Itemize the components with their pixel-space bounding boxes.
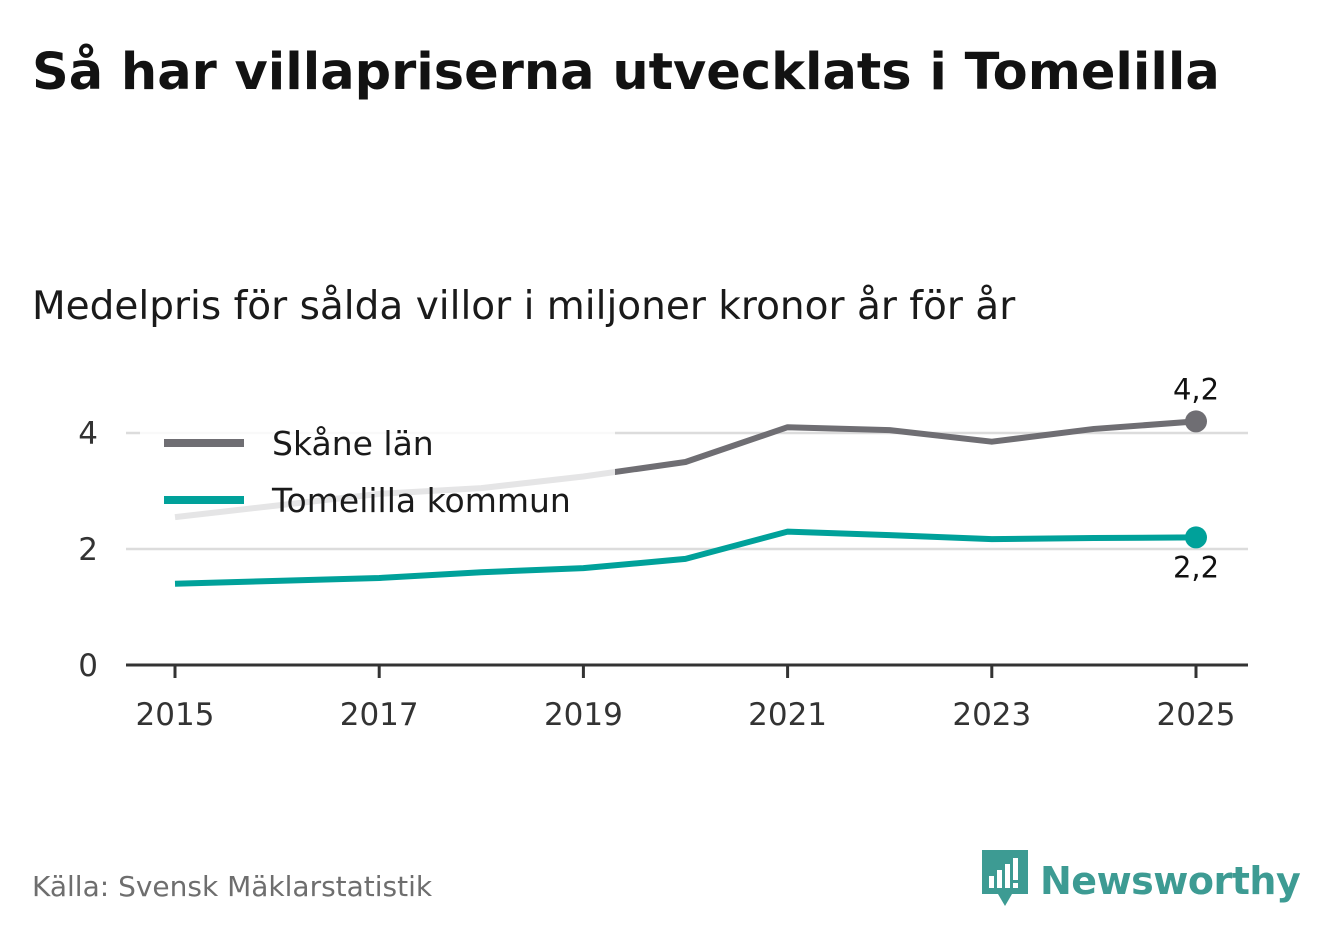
end-labels: 4,2 2,2 <box>1173 372 1219 584</box>
y-axis: 0 2 4 <box>78 416 98 684</box>
legend: Skåne län Tomelilla kommun <box>140 400 615 540</box>
brand-name: Newsworthy <box>1040 859 1301 903</box>
chart-title: Så har villapriserna utvecklats i Tomeli… <box>32 43 1220 102</box>
chart-subtitle: Medelpris för sålda villor i miljoner kr… <box>32 284 1016 329</box>
x-tick-label: 2017 <box>340 697 419 733</box>
legend-label: Tomelilla kommun <box>271 481 571 520</box>
end-value-label: 2,2 <box>1173 550 1219 584</box>
legend-background <box>140 400 615 540</box>
brand-logo: Newsworthy <box>980 848 1301 914</box>
x-tick-label: 2019 <box>544 697 623 733</box>
y-tick-label: 2 <box>78 532 98 568</box>
newsworthy-logo-icon <box>980 848 1030 914</box>
y-tick-label: 0 <box>78 648 98 684</box>
end-point-marker <box>1185 410 1207 433</box>
x-tick-label: 2025 <box>1157 697 1236 733</box>
end-point-marker <box>1185 526 1207 549</box>
x-tick-label: 2021 <box>748 697 827 733</box>
source-note: Källa: Svensk Mäklarstatistik <box>32 870 433 903</box>
x-tick-label: 2015 <box>136 697 215 733</box>
x-axis: 2015 2017 2019 2021 2023 2025 <box>126 663 1248 733</box>
legend-label: Skåne län <box>272 424 434 463</box>
series-line-tomelilla-kommun <box>174 528 1197 587</box>
y-tick-label: 4 <box>78 416 98 452</box>
end-value-label: 4,2 <box>1173 372 1219 406</box>
x-tick-label: 2023 <box>952 697 1031 733</box>
